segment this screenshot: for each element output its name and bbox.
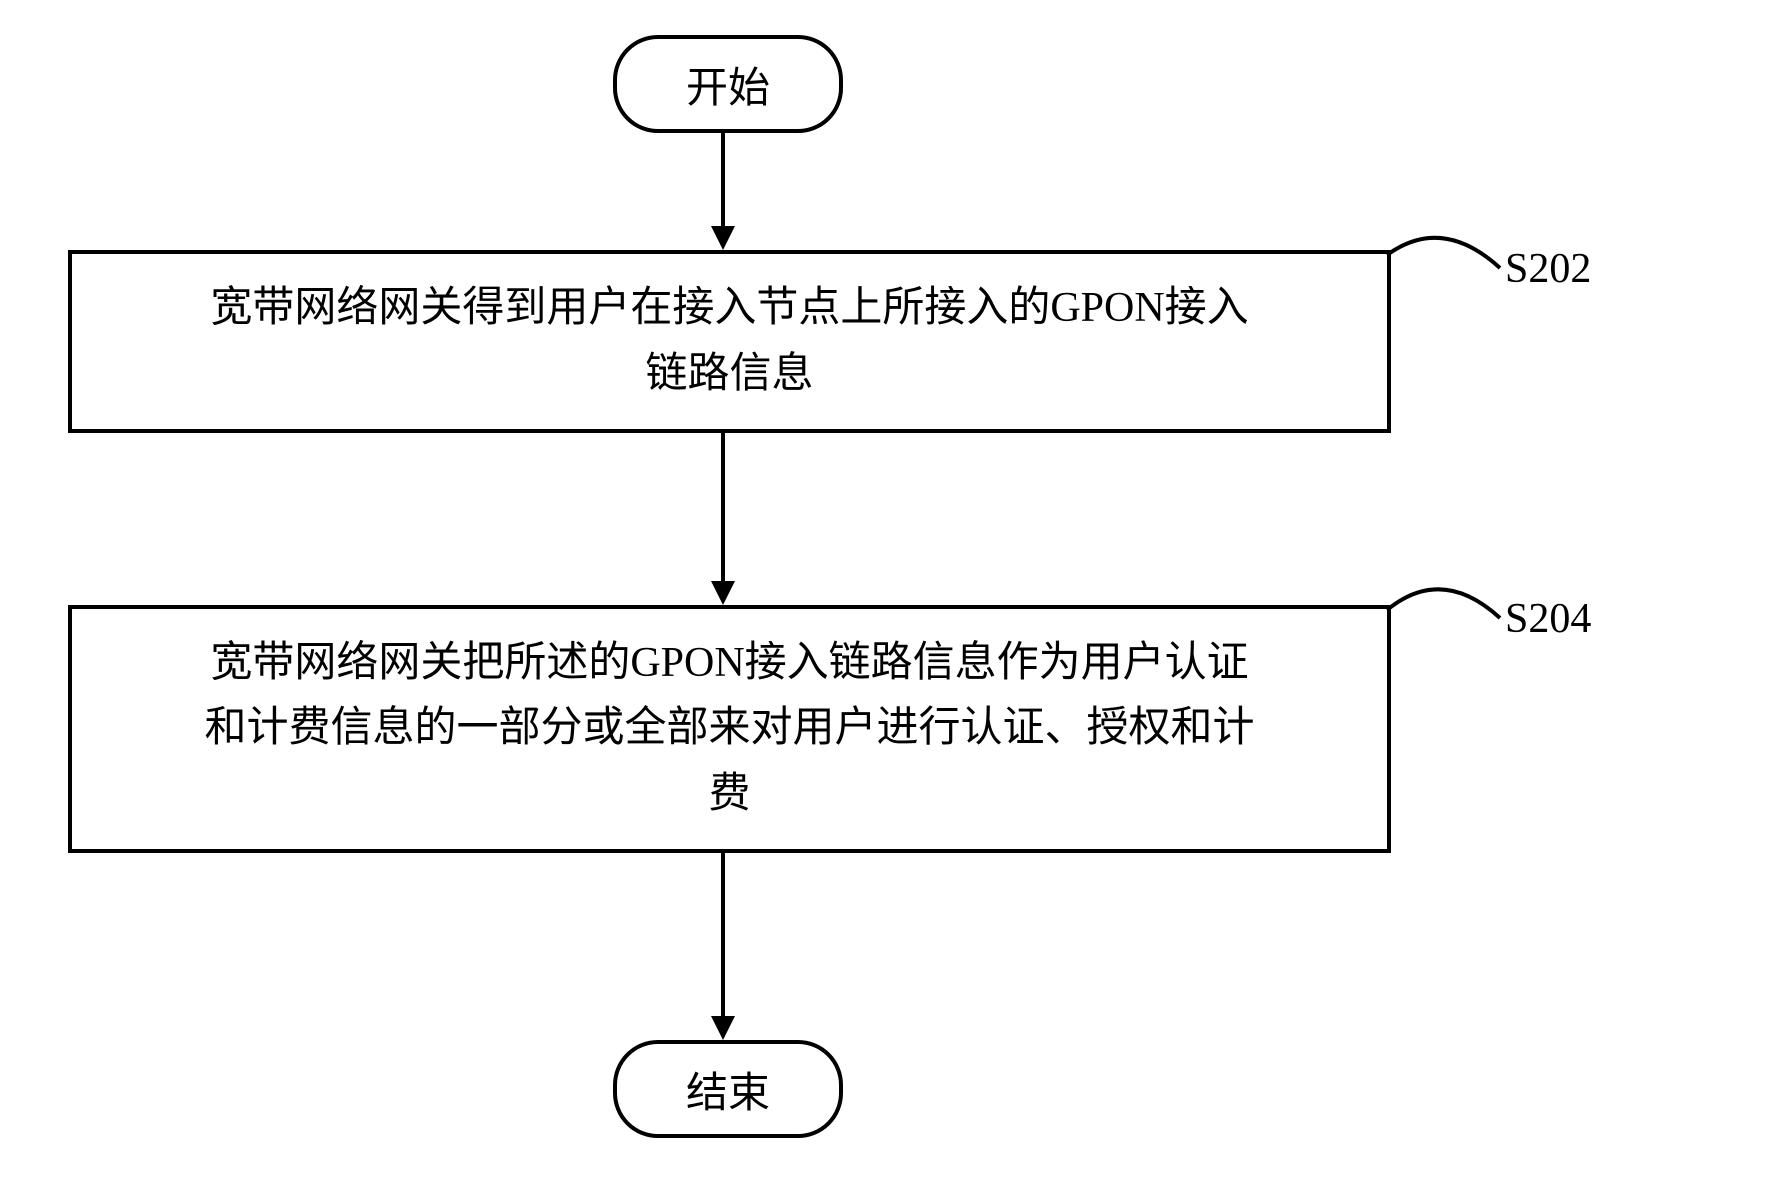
edge-s204-end xyxy=(700,849,746,1040)
process-s202-text: 宽带网络网关得到用户在接入节点上所接入的GPON接入 链路信息 xyxy=(170,266,1288,416)
step-label-s202: S202 xyxy=(1505,245,1591,293)
start-label: 开始 xyxy=(686,54,770,115)
edge-s202-s204 xyxy=(700,429,746,605)
process-s204: 宽带网络网关把所述的GPON接入链路信息作为用户认证 和计费信息的一部分或全部来… xyxy=(68,605,1391,853)
edge-start-s202 xyxy=(700,129,746,250)
process-s202: 宽带网络网关得到用户在接入节点上所接入的GPON接入 链路信息 xyxy=(68,250,1391,433)
flowchart-diagram: 开始 宽带网络网关得到用户在接入节点上所接入的GPON接入 链路信息 S202 … xyxy=(0,0,1791,1181)
start-node: 开始 xyxy=(613,35,843,133)
end-label: 结束 xyxy=(686,1059,770,1120)
callout-s202 xyxy=(1387,225,1507,285)
process-s204-text: 宽带网络网关把所述的GPON接入链路信息作为用户认证 和计费信息的一部分或全部来… xyxy=(164,621,1294,836)
step-label-s204: S204 xyxy=(1505,595,1591,643)
end-node: 结束 xyxy=(613,1040,843,1138)
callout-s204 xyxy=(1387,575,1507,635)
